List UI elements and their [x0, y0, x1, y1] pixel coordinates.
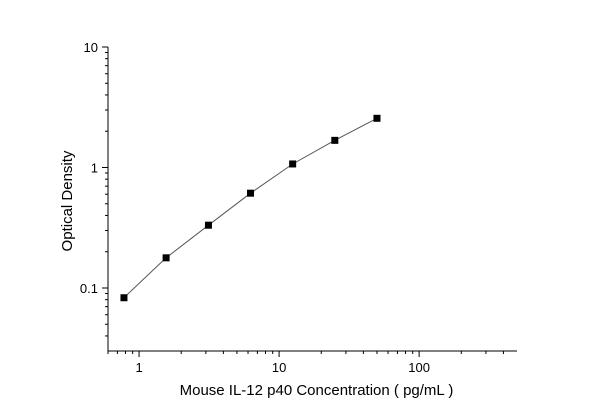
x-tick-label: 1	[135, 360, 142, 375]
y-tick-label: 10	[84, 40, 98, 55]
data-point	[204, 221, 212, 229]
data-point	[120, 294, 128, 302]
minor-ticks	[105, 52, 504, 354]
x-tick-label: 10	[272, 360, 286, 375]
x-ticks: 1 10 100	[135, 351, 430, 375]
x-axis-title: Mouse IL-12 p40 Concentration ( pg/mL )	[180, 382, 454, 399]
data-point	[331, 136, 339, 144]
y-axis-title: Optical Density	[59, 150, 76, 251]
data-points	[120, 114, 381, 302]
y-ticks: 0.1 1 10	[80, 40, 108, 296]
fit-curve	[123, 117, 378, 299]
data-point	[289, 160, 297, 168]
data-point	[247, 189, 255, 197]
data-point	[162, 254, 170, 262]
y-tick-label: 0.1	[80, 281, 98, 296]
data-point	[373, 114, 381, 122]
x-tick-label: 100	[408, 360, 430, 375]
y-tick-label: 1	[91, 160, 98, 175]
